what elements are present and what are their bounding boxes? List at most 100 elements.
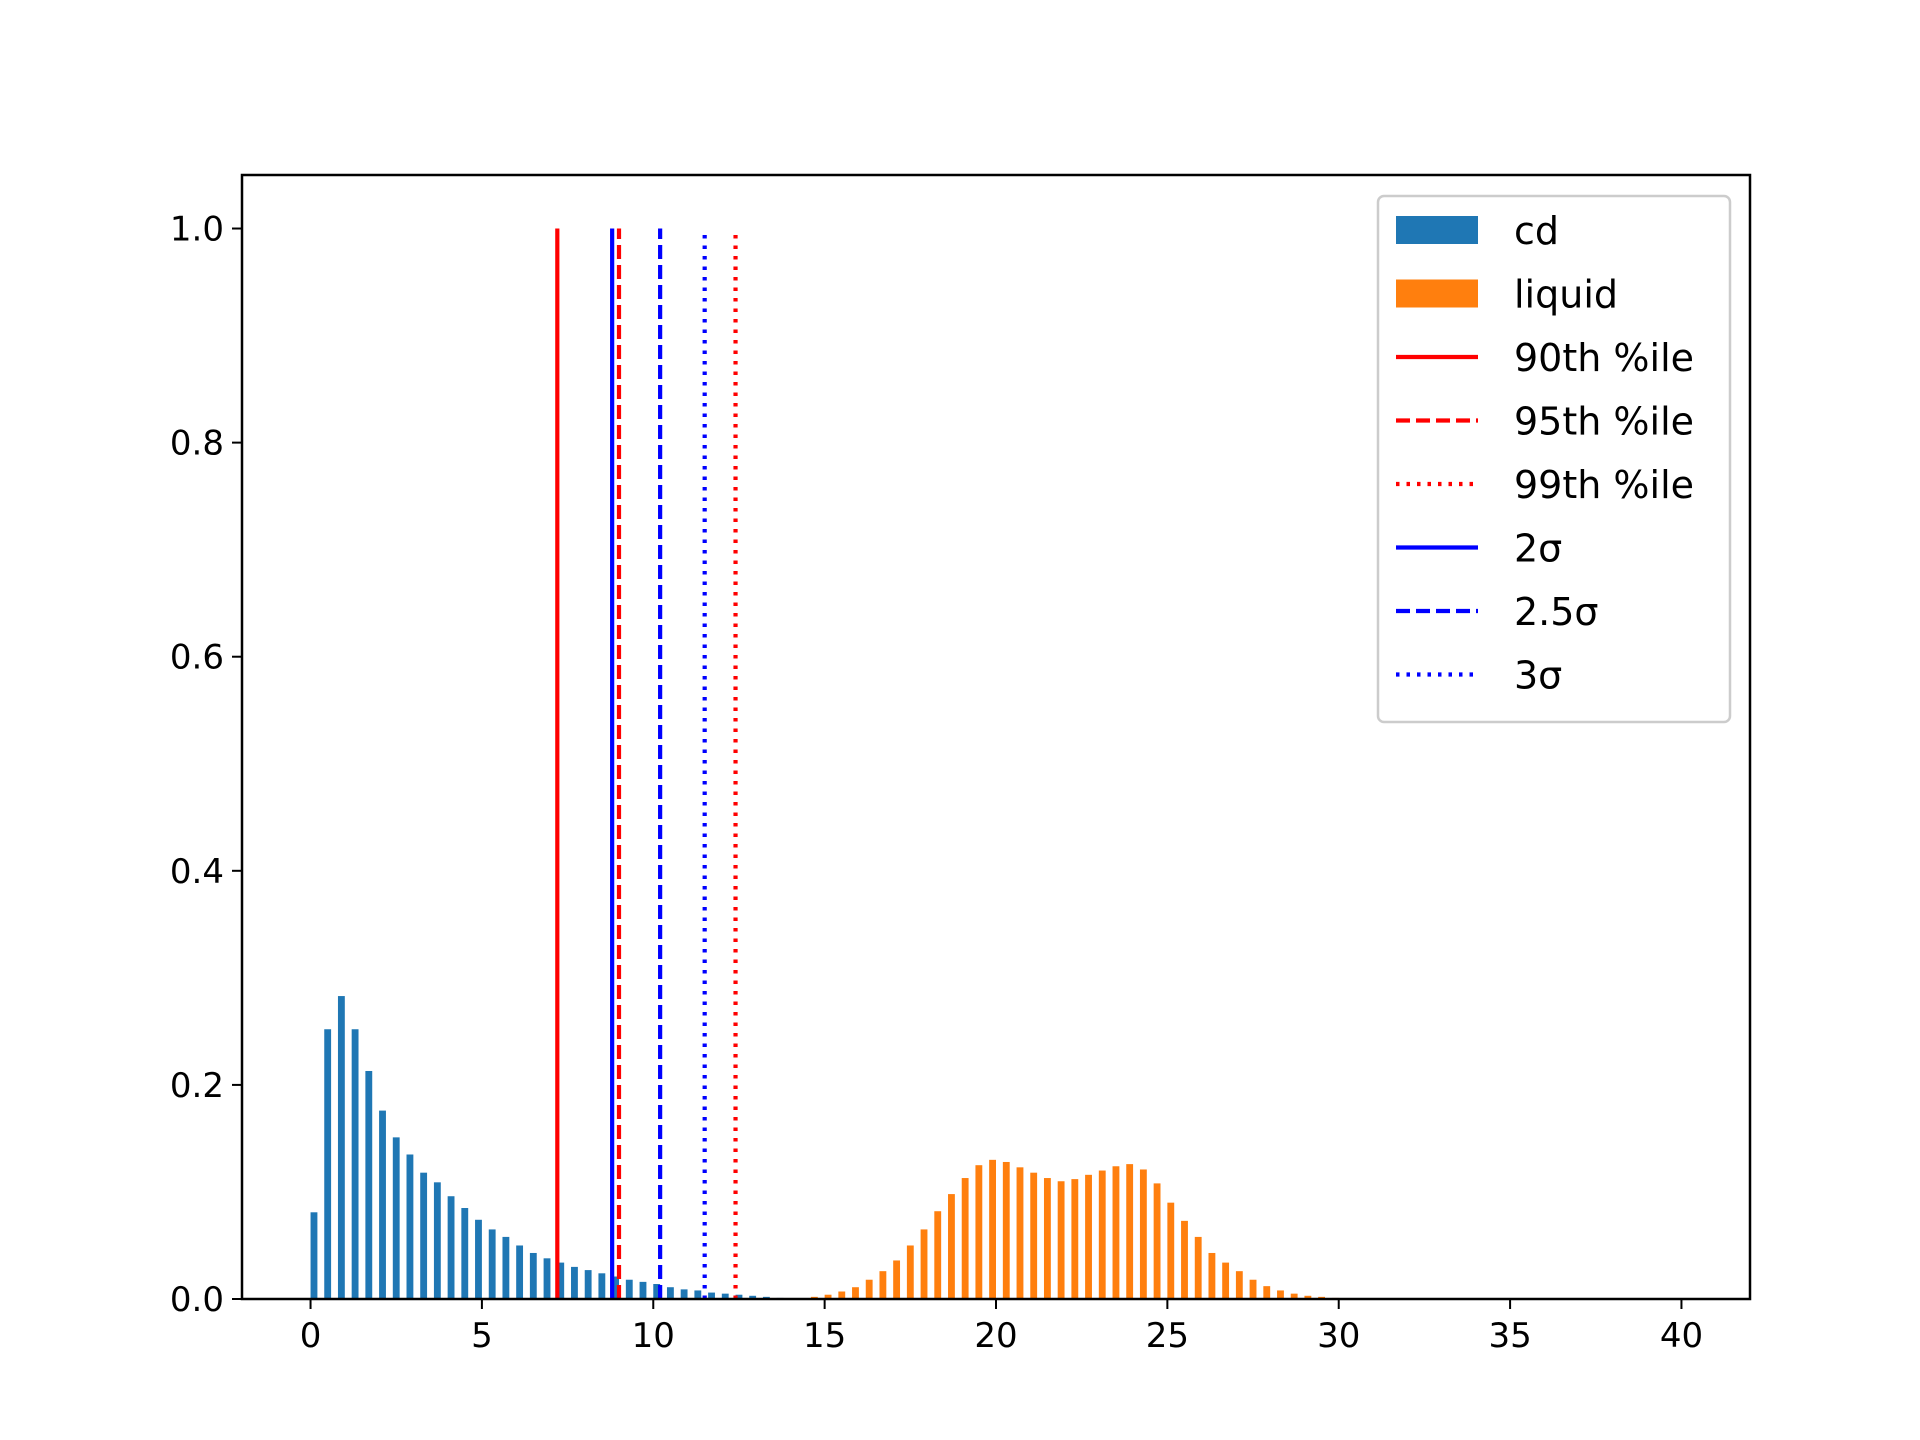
bar-liquid-19 — [1071, 1179, 1079, 1299]
bar-cd-26 — [666, 1287, 674, 1299]
y-tick-label-0.0: 0.0 — [170, 1280, 224, 1320]
x-tick-label-30: 30 — [1317, 1316, 1360, 1356]
bar-liquid-24 — [1139, 1169, 1147, 1299]
bar-liquid-29 — [1208, 1252, 1216, 1299]
bar-cd-2 — [337, 996, 345, 1299]
bar-cd-20 — [584, 1270, 592, 1299]
bar-cd-7 — [406, 1154, 414, 1299]
legend-swatch-cd — [1396, 216, 1478, 244]
y-tick-label-0.6: 0.6 — [170, 638, 224, 678]
bar-cd-25 — [653, 1284, 661, 1299]
bar-liquid-6 — [893, 1260, 901, 1299]
legend-label-liquid: liquid — [1514, 273, 1618, 317]
bar-cd-28 — [694, 1290, 702, 1299]
y-axis: 0.0 0.2 0.4 0.6 0.8 1.0 — [170, 210, 242, 1320]
bar-cd-14 — [502, 1236, 510, 1299]
bar-liquid-22 — [1112, 1166, 1120, 1299]
y-tick-label-0.8: 0.8 — [170, 424, 224, 464]
bar-liquid-26 — [1167, 1202, 1175, 1299]
bar-liquid-1 — [824, 1294, 832, 1299]
x-tick-label-35: 35 — [1488, 1316, 1531, 1356]
bar-liquid-21 — [1098, 1170, 1106, 1299]
bar-liquid-30 — [1222, 1262, 1230, 1299]
bar-cd-21 — [598, 1273, 606, 1299]
y-tick-label-0.4: 0.4 — [170, 852, 224, 892]
bar-cd-19 — [571, 1266, 578, 1299]
bar-liquid-32 — [1249, 1279, 1257, 1299]
bar-liquid-17 — [1043, 1178, 1051, 1299]
bar-liquid-36 — [1304, 1295, 1312, 1299]
bar-liquid-13 — [989, 1159, 996, 1299]
bar-liquid-4 — [865, 1279, 873, 1299]
bar-cd-9 — [433, 1182, 441, 1299]
legend-label-2-: 2σ — [1514, 527, 1562, 571]
bar-liquid-33 — [1263, 1286, 1271, 1299]
bar-cd-15 — [516, 1245, 524, 1299]
bar-cd-6 — [392, 1137, 400, 1299]
bar-liquid-8 — [920, 1229, 928, 1299]
bar-cd-22 — [612, 1276, 619, 1299]
bars-layer — [310, 996, 1339, 1299]
bar-liquid-2 — [838, 1291, 846, 1299]
bar-liquid-15 — [1016, 1167, 1024, 1299]
bar-liquid-12 — [975, 1165, 983, 1299]
bar-cd-8 — [420, 1172, 428, 1299]
bar-liquid-3 — [852, 1287, 859, 1299]
bar-cd-11 — [461, 1208, 469, 1299]
bar-liquid-16 — [1030, 1172, 1038, 1299]
legend-label-99th-ile: 99th %ile — [1514, 463, 1694, 507]
x-tick-label-0: 0 — [300, 1316, 322, 1356]
bar-liquid-35 — [1290, 1293, 1298, 1299]
x-tick-label-10: 10 — [632, 1316, 675, 1356]
x-tick-label-25: 25 — [1146, 1316, 1189, 1356]
bar-liquid-25 — [1153, 1183, 1161, 1299]
legend-label-3-: 3σ — [1514, 654, 1562, 698]
bar-liquid-14 — [1002, 1161, 1010, 1299]
bar-cd-13 — [488, 1229, 496, 1299]
bar-liquid-7 — [906, 1245, 914, 1299]
bar-cd-32 — [749, 1295, 757, 1299]
x-tick-label-40: 40 — [1660, 1316, 1703, 1356]
bar-cd-30 — [721, 1293, 729, 1299]
bar-cd-5 — [379, 1110, 386, 1299]
x-tick-label-5: 5 — [471, 1316, 493, 1356]
y-tick-label-0.2: 0.2 — [170, 1066, 224, 1106]
bar-cd-16 — [529, 1252, 537, 1299]
bar-liquid-9 — [934, 1211, 942, 1299]
bar-liquid-20 — [1085, 1174, 1092, 1299]
bar-cd-17 — [543, 1258, 551, 1299]
legend-label-90th-ile: 90th %ile — [1514, 336, 1694, 380]
bar-liquid-18 — [1057, 1181, 1065, 1299]
bar-liquid-31 — [1235, 1271, 1243, 1299]
legend-box — [1376, 194, 1732, 724]
legend-label-cd: cd — [1514, 209, 1559, 253]
bar-cd-31 — [735, 1294, 743, 1299]
bar-cd-23 — [625, 1279, 633, 1299]
legend-label-95th-ile: 95th %ile — [1514, 400, 1694, 444]
threshold-lines-layer — [555, 228, 738, 1299]
legend-label-2.5-: 2.5σ — [1514, 590, 1599, 634]
bar-cd-18 — [557, 1262, 565, 1299]
bar-liquid-34 — [1277, 1290, 1284, 1299]
bar-liquid-10 — [948, 1194, 955, 1299]
x-tick-label-20: 20 — [974, 1316, 1017, 1356]
bar-cd-24 — [639, 1281, 647, 1299]
bar-liquid-27 — [1181, 1220, 1188, 1299]
legend: cd liquid 90th %ile 95th %ile 99th %ile 2σ 2.5… — [1376, 194, 1732, 724]
y-tick-label-1.0: 1.0 — [170, 210, 224, 250]
bar-cd-27 — [680, 1289, 688, 1299]
bar-cd-0 — [310, 1212, 318, 1299]
bar-cd-3 — [351, 1029, 359, 1299]
bar-liquid-28 — [1194, 1236, 1202, 1299]
x-axis: 0 5 10 15 20 25 30 35 40 — [300, 1299, 1703, 1356]
bar-cd-12 — [475, 1219, 482, 1299]
bar-liquid-23 — [1126, 1164, 1134, 1299]
bar-liquid-5 — [879, 1271, 887, 1299]
legend-swatch-liquid — [1396, 279, 1478, 308]
bar-liquid-11 — [961, 1178, 969, 1299]
bar-cd-1 — [324, 1029, 332, 1299]
bar-cd-10 — [447, 1196, 455, 1299]
bar-cd-29 — [708, 1292, 715, 1299]
x-tick-label-15: 15 — [803, 1316, 846, 1356]
bar-cd-4 — [365, 1070, 373, 1299]
